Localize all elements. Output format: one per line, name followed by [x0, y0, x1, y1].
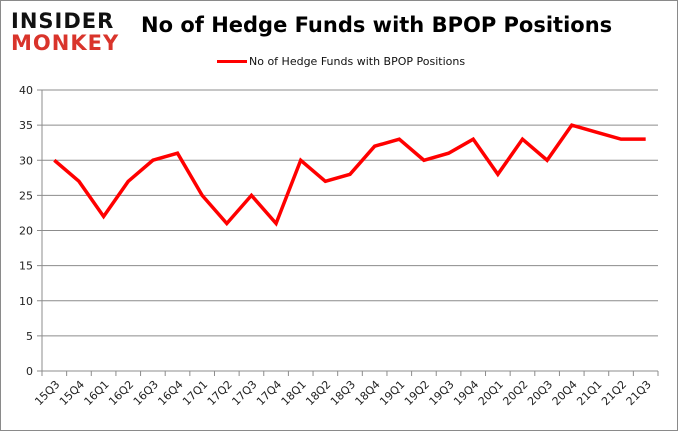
- x-tick-label: 20Q2: [500, 378, 530, 408]
- x-tick-label: 21Q3: [624, 378, 654, 408]
- x-tick-label: 19Q2: [402, 378, 432, 408]
- x-tick-label: 15Q4: [57, 378, 87, 408]
- x-tick-label: 15Q3: [32, 378, 62, 408]
- x-tick-label: 18Q2: [303, 378, 333, 408]
- x-tick-label: 17Q4: [254, 378, 284, 408]
- x-tick-label: 18Q1: [279, 378, 309, 408]
- y-tick-label: 20: [19, 225, 33, 238]
- x-tick-label: 18Q4: [353, 378, 383, 408]
- x-tick-label: 16Q4: [155, 378, 185, 408]
- chart-title: No of Hedge Funds with BPOP Positions: [141, 13, 613, 37]
- x-tick-label: 16Q3: [131, 378, 161, 408]
- insider-monkey-logo: INSIDER MONKEY: [11, 9, 126, 55]
- y-tick-label: 15: [19, 260, 33, 273]
- x-tick-label: 21Q2: [599, 378, 629, 408]
- logo-line2: MONKEY: [11, 31, 120, 55]
- y-tick-label: 0: [26, 365, 33, 378]
- x-tick-label: 20Q1: [476, 378, 506, 408]
- x-tick-label: 19Q4: [451, 378, 481, 408]
- y-tick-label: 25: [19, 189, 33, 202]
- x-tick-label: 17Q3: [229, 378, 259, 408]
- x-tick-label: 16Q2: [106, 378, 136, 408]
- legend-label: No of Hedge Funds with BPOP Positions: [249, 55, 466, 68]
- legend: No of Hedge Funds with BPOP Positions: [217, 55, 465, 68]
- x-tick-label: 17Q1: [180, 378, 210, 408]
- y-tick-label: 40: [19, 84, 33, 97]
- y-tick-label: 10: [19, 295, 33, 308]
- y-tick-label: 35: [19, 119, 33, 132]
- x-tick-label: 21Q1: [574, 378, 604, 408]
- x-tick-label: 19Q1: [377, 378, 407, 408]
- legend-swatch: [217, 60, 247, 63]
- x-tick-label: 17Q2: [205, 378, 235, 408]
- x-tick-label: 16Q1: [82, 378, 112, 408]
- x-tick-label: 20Q4: [550, 378, 580, 408]
- x-tick-label: 18Q3: [328, 378, 358, 408]
- x-tick-label: 19Q3: [427, 378, 457, 408]
- y-tick-label: 5: [26, 330, 33, 343]
- x-tick-label: 20Q3: [525, 378, 555, 408]
- logo-line1: INSIDER: [11, 9, 115, 33]
- y-tick-label: 30: [19, 154, 33, 167]
